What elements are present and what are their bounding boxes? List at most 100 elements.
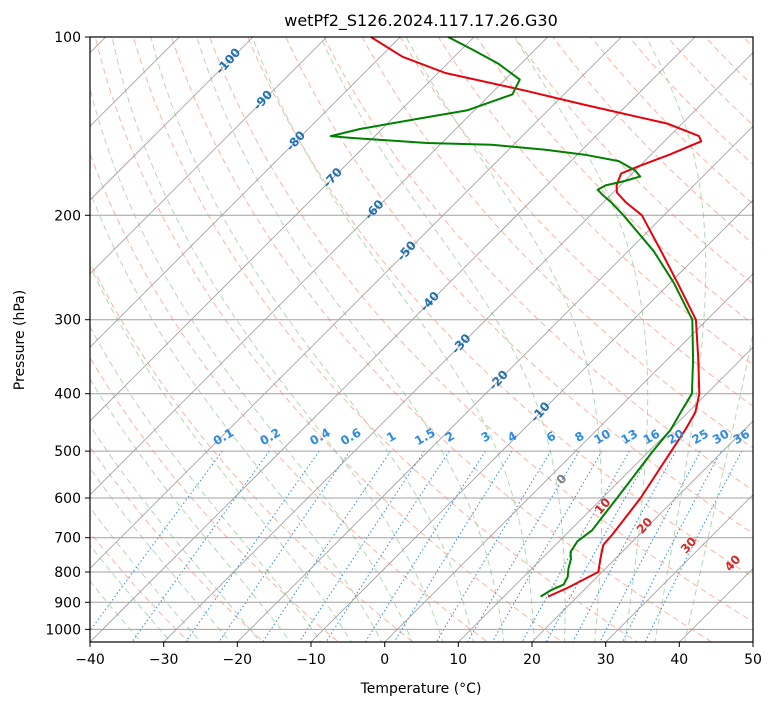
x-tick-label: 10 <box>449 652 467 668</box>
dry-adiabat-line <box>90 531 190 642</box>
dry-adiabat-label: -20 <box>486 367 511 392</box>
dry-adiabat-line <box>514 37 753 285</box>
moist-adiabat-line <box>90 189 383 642</box>
moist-adiabat-line <box>90 506 202 642</box>
profile-line <box>329 37 695 598</box>
isotherm-line <box>310 199 753 642</box>
mixing-ratio-label: 4 <box>505 429 519 445</box>
y-tick-label: 1000 <box>45 622 81 638</box>
moist-adiabat-line <box>150 37 474 642</box>
moist-adiabat-line <box>90 580 142 642</box>
mixing-ratio-line <box>572 450 677 642</box>
isotherm-line <box>90 37 475 422</box>
isotherm-line <box>678 567 753 642</box>
y-tick-label: 600 <box>54 491 81 507</box>
isotherm-line <box>384 273 753 642</box>
mixing-ratio-line <box>131 450 270 642</box>
dry-adiabat-line <box>361 37 753 449</box>
mixing-ratio-label: 0.1 <box>211 425 236 448</box>
y-tick-label: 900 <box>54 595 81 611</box>
mixing-ratio-label: 36 <box>731 427 752 447</box>
dry-adiabat-line <box>171 37 713 642</box>
x-tick-label: −20 <box>223 652 253 668</box>
moist-adiabat-line <box>90 424 261 642</box>
mixing-ratio-label: 0.2 <box>257 425 282 448</box>
mixing-ratio-line <box>325 450 450 642</box>
moist-adiabat-line <box>90 325 322 642</box>
dry-adiabat-label: -100 <box>213 45 243 77</box>
isotherm-line <box>90 37 622 569</box>
chart-title: wetPf2_S126.2024.117.17.26.G30 <box>284 11 558 31</box>
mixing-ratio-line <box>393 450 513 642</box>
dry-adiabat-line <box>90 446 265 642</box>
mixing-ratio-label: 13 <box>619 427 640 447</box>
moist-adiabat-line <box>90 378 291 642</box>
plot-grid <box>0 10 775 654</box>
isotherm-line <box>0 10 59 654</box>
x-tick-label: 40 <box>670 652 688 668</box>
moist-adiabat-label: 40 <box>722 552 744 574</box>
dry-adiabat-line <box>590 37 753 205</box>
isotherm-line <box>90 37 549 496</box>
isotherm-line <box>163 52 753 642</box>
dry-adiabat-line <box>209 37 753 623</box>
mixing-ratio-line <box>521 450 630 642</box>
mixing-ratio-label: 20 <box>665 427 686 447</box>
y-tick-label: 100 <box>54 30 81 46</box>
isotherm-line <box>90 37 696 642</box>
mixing-ratio-label: 25 <box>690 427 711 447</box>
x-tick-label: −30 <box>149 652 179 668</box>
dry-adiabat-line <box>90 260 414 642</box>
y-tick-label: 200 <box>54 208 81 224</box>
isotherm-line <box>236 125 753 642</box>
dry-adiabat-line <box>90 152 489 642</box>
dry-adiabat-line <box>628 37 753 166</box>
y-tick-label: 300 <box>54 313 81 329</box>
profile-line <box>370 37 703 598</box>
x-tick-label: 30 <box>597 652 615 668</box>
plot-series <box>329 37 703 598</box>
isotherm-line <box>90 37 180 127</box>
mixing-ratio-line <box>545 450 653 642</box>
isotherm-line <box>531 420 753 642</box>
moist-adiabat-line <box>90 86 413 642</box>
mixing-ratio-line <box>298 450 425 642</box>
dry-adiabat-line <box>755 10 775 654</box>
y-tick-label: 700 <box>54 531 81 547</box>
moist-adiabat-label: 20 <box>634 515 656 537</box>
y-tick-label: 400 <box>54 387 81 403</box>
x-tick-label: 0 <box>380 652 389 668</box>
moist-adiabat-line <box>320 37 566 642</box>
dry-adiabat-line <box>475 37 753 325</box>
mixing-ratio-label: 6 <box>544 429 558 445</box>
mixing-ratio-line <box>262 450 392 642</box>
dry-adiabat-line <box>132 37 638 642</box>
x-tick-label: −10 <box>296 652 326 668</box>
x-tick-label: 20 <box>523 652 541 668</box>
dry-adiabat-line <box>742 37 753 48</box>
mixing-ratio-label: 2 <box>443 429 457 445</box>
mixing-ratio-line <box>364 450 486 642</box>
mixing-ratio-label: 30 <box>710 427 731 447</box>
plot-frame <box>89 36 754 643</box>
isotherm-line <box>90 37 328 275</box>
moist-adiabat-line <box>684 331 753 642</box>
dry-adiabat-line <box>323 37 753 491</box>
x-axis-label: Temperature (°C) <box>360 681 482 697</box>
isotherm-line <box>752 641 753 642</box>
x-tick-label: 50 <box>744 652 762 668</box>
dry-adiabat-line <box>90 356 340 642</box>
isotherm-line <box>457 346 753 642</box>
axes: −40 −30 −20 −10 0 10 20 30 40 5010020030040050060… <box>45 30 762 668</box>
dry-adiabat-line <box>94 37 564 642</box>
y-axis-label: Pressure (hPa) <box>12 290 28 390</box>
moist-adiabat-line <box>513 37 649 642</box>
dry-adiabat-line <box>399 37 753 407</box>
mixing-ratio-label: 0.6 <box>338 425 363 448</box>
mixing-ratio-label: 1.5 <box>412 425 437 448</box>
isotherm-line <box>90 37 254 201</box>
x-tick-label: −40 <box>75 652 105 668</box>
mixing-ratio-line <box>435 450 552 642</box>
